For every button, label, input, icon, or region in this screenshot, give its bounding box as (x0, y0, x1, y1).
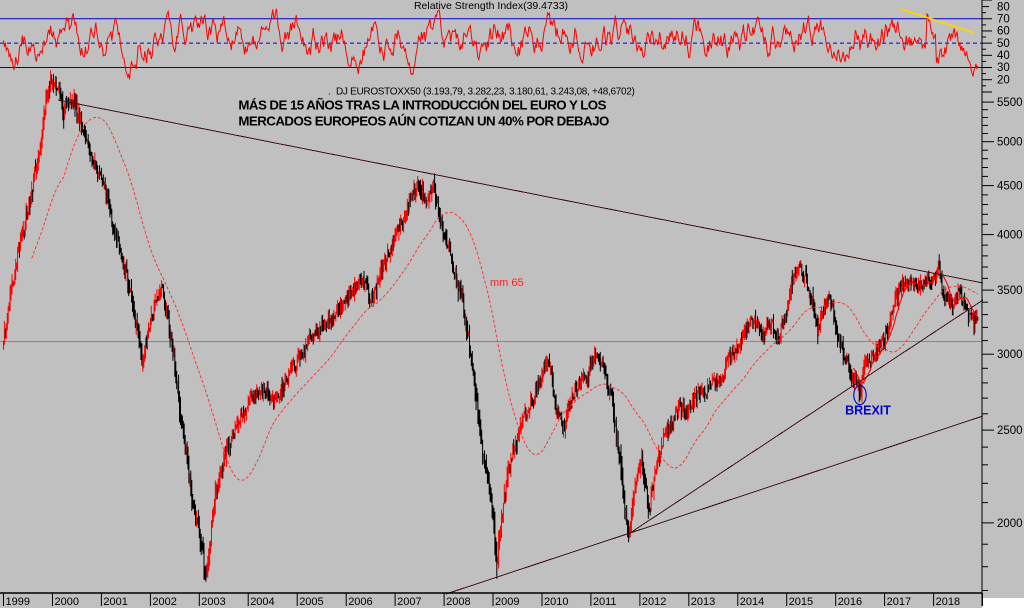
svg-text:2013: 2013 (691, 596, 715, 608)
svg-text:2000: 2000 (55, 596, 79, 608)
svg-text:30: 30 (997, 62, 1010, 74)
svg-text:4000: 4000 (997, 230, 1023, 242)
svg-text:40: 40 (997, 50, 1010, 62)
svg-text:2500: 2500 (997, 425, 1023, 437)
svg-text:DJ EUROSTOXX50 (3.193,79, 3.28: DJ EUROSTOXX50 (3.193,79, 3.282,23, 3.18… (336, 87, 635, 98)
svg-text:2002: 2002 (152, 596, 176, 608)
svg-text:5500: 5500 (997, 97, 1023, 109)
svg-text:2015: 2015 (789, 596, 813, 608)
svg-text:2003: 2003 (201, 596, 225, 608)
svg-text:2014: 2014 (740, 596, 764, 608)
svg-text:2008: 2008 (446, 596, 470, 608)
svg-text:20: 20 (997, 75, 1010, 87)
svg-text:2006: 2006 (348, 596, 372, 608)
svg-text:2011: 2011 (593, 596, 617, 608)
svg-text:2007: 2007 (397, 596, 421, 608)
svg-text:MÁS DE 15 AÑOS TRAS LA INTRODU: MÁS DE 15 AÑOS TRAS LA INTRODUCCIÓN DEL … (238, 97, 606, 112)
svg-text:2016: 2016 (838, 596, 862, 608)
svg-text:2017: 2017 (887, 596, 911, 608)
svg-text:2018: 2018 (936, 596, 960, 608)
svg-text:60: 60 (997, 26, 1010, 38)
svg-text:2012: 2012 (642, 596, 666, 608)
svg-text:4500: 4500 (997, 181, 1023, 193)
svg-text:.: . (328, 87, 331, 98)
svg-text:MERCADOS EUROPEOS AÚN COTIZAN: MERCADOS EUROPEOS AÚN COTIZAN UN 40% POR… (238, 113, 609, 128)
svg-text:2000: 2000 (997, 518, 1023, 530)
svg-text:50: 50 (997, 38, 1010, 50)
svg-text:BREXIT: BREXIT (845, 404, 891, 418)
svg-text:3000: 3000 (997, 349, 1023, 361)
svg-text:5000: 5000 (997, 137, 1023, 149)
svg-text:1999: 1999 (6, 596, 30, 608)
svg-text:2009: 2009 (495, 596, 519, 608)
svg-text:mm 65: mm 65 (490, 277, 524, 289)
svg-text:2004: 2004 (250, 596, 274, 608)
svg-text:3500: 3500 (997, 285, 1023, 297)
svg-text:70: 70 (997, 14, 1010, 26)
svg-text:2010: 2010 (544, 596, 568, 608)
svg-text:2005: 2005 (299, 596, 323, 608)
svg-text:2001: 2001 (103, 596, 127, 608)
svg-text:80: 80 (997, 2, 1010, 14)
svg-text:Relative Strength Index(39.473: Relative Strength Index(39.4733) (414, 0, 568, 12)
